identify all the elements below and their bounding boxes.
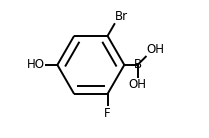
Text: HO: HO bbox=[27, 58, 45, 71]
Text: B: B bbox=[134, 58, 142, 71]
Text: F: F bbox=[104, 107, 111, 120]
Text: OH: OH bbox=[146, 43, 164, 56]
Text: Br: Br bbox=[115, 10, 128, 23]
Text: OH: OH bbox=[129, 78, 147, 91]
